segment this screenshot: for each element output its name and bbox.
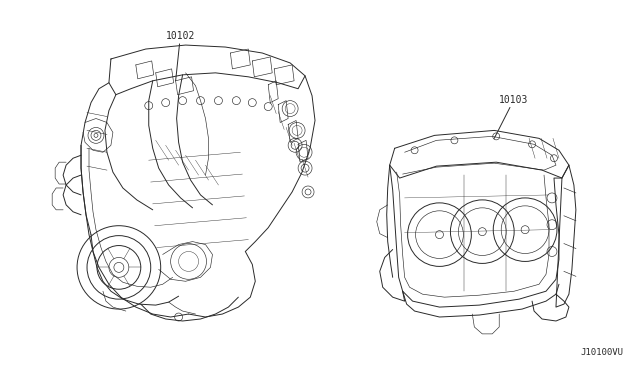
Text: J10100VU: J10100VU [580, 348, 623, 357]
Text: 10103: 10103 [494, 94, 529, 138]
Text: 10102: 10102 [166, 31, 195, 81]
